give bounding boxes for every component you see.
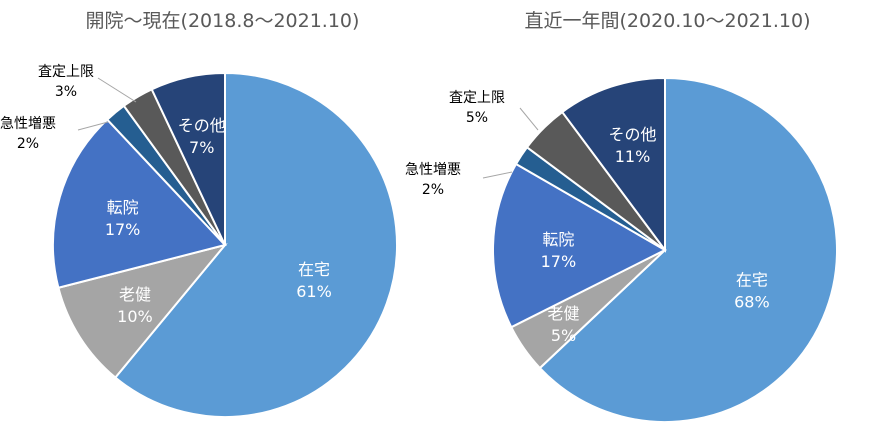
left-chart-title: 開院～現在(2018.8～2021.10) xyxy=(85,10,360,32)
slice-category-label-1-1: 老健 xyxy=(548,304,580,323)
slice-value-label-1-3: 2% xyxy=(422,182,444,198)
right-chart-title: 直近一年間(2020.10～2021.10) xyxy=(524,10,811,32)
pie-slice-0-0 xyxy=(113,71,398,418)
pie-slice-0-1 xyxy=(57,243,228,379)
leader-line-1-4 xyxy=(519,107,539,131)
slice-category-label-0-0: 在宅 xyxy=(298,260,330,279)
pie-slice-1-0 xyxy=(538,76,838,423)
slice-category-label-0-1: 老健 xyxy=(119,285,151,304)
slice-category-label-1-5: その他 xyxy=(609,125,657,144)
slice-value-label-0-0: 61% xyxy=(296,282,332,301)
slice-category-label-0-2: 転院 xyxy=(107,198,139,217)
pie-slice-1-5 xyxy=(560,76,666,254)
leader-line-1-3 xyxy=(482,171,513,179)
pie-slice-0-2 xyxy=(52,118,227,289)
slice-category-label-0-4: 査定上限 xyxy=(38,64,94,80)
slice-category-label-1-3: 急性増悪 xyxy=(405,162,461,178)
slice-value-label-0-4: 3% xyxy=(55,84,77,100)
slice-value-label-1-5: 11% xyxy=(615,147,651,166)
slice-category-label-0-5: その他 xyxy=(178,116,226,135)
slice-value-label-1-2: 17% xyxy=(541,252,577,271)
pie-slice-1-2 xyxy=(492,162,668,329)
slice-value-label-0-5: 7% xyxy=(189,138,214,157)
leader-line-0-3 xyxy=(77,121,109,131)
slice-category-label-0-3: 急性増悪 xyxy=(0,116,56,132)
pie-slice-0-5 xyxy=(150,71,226,246)
slice-value-label-1-4: 5% xyxy=(466,110,488,126)
slice-value-label-0-3: 2% xyxy=(17,136,39,152)
slice-category-label-1-2: 転院 xyxy=(542,230,574,249)
slice-category-label-1-4: 査定上限 xyxy=(449,90,505,106)
slice-value-label-1-0: 68% xyxy=(734,292,770,311)
slice-value-label-0-2: 17% xyxy=(105,220,141,239)
slice-value-label-1-1: 5% xyxy=(551,326,576,345)
leader-line-0-4 xyxy=(97,77,137,103)
slice-value-label-0-1: 10% xyxy=(117,307,153,326)
slice-category-label-1-0: 在宅 xyxy=(736,270,768,289)
